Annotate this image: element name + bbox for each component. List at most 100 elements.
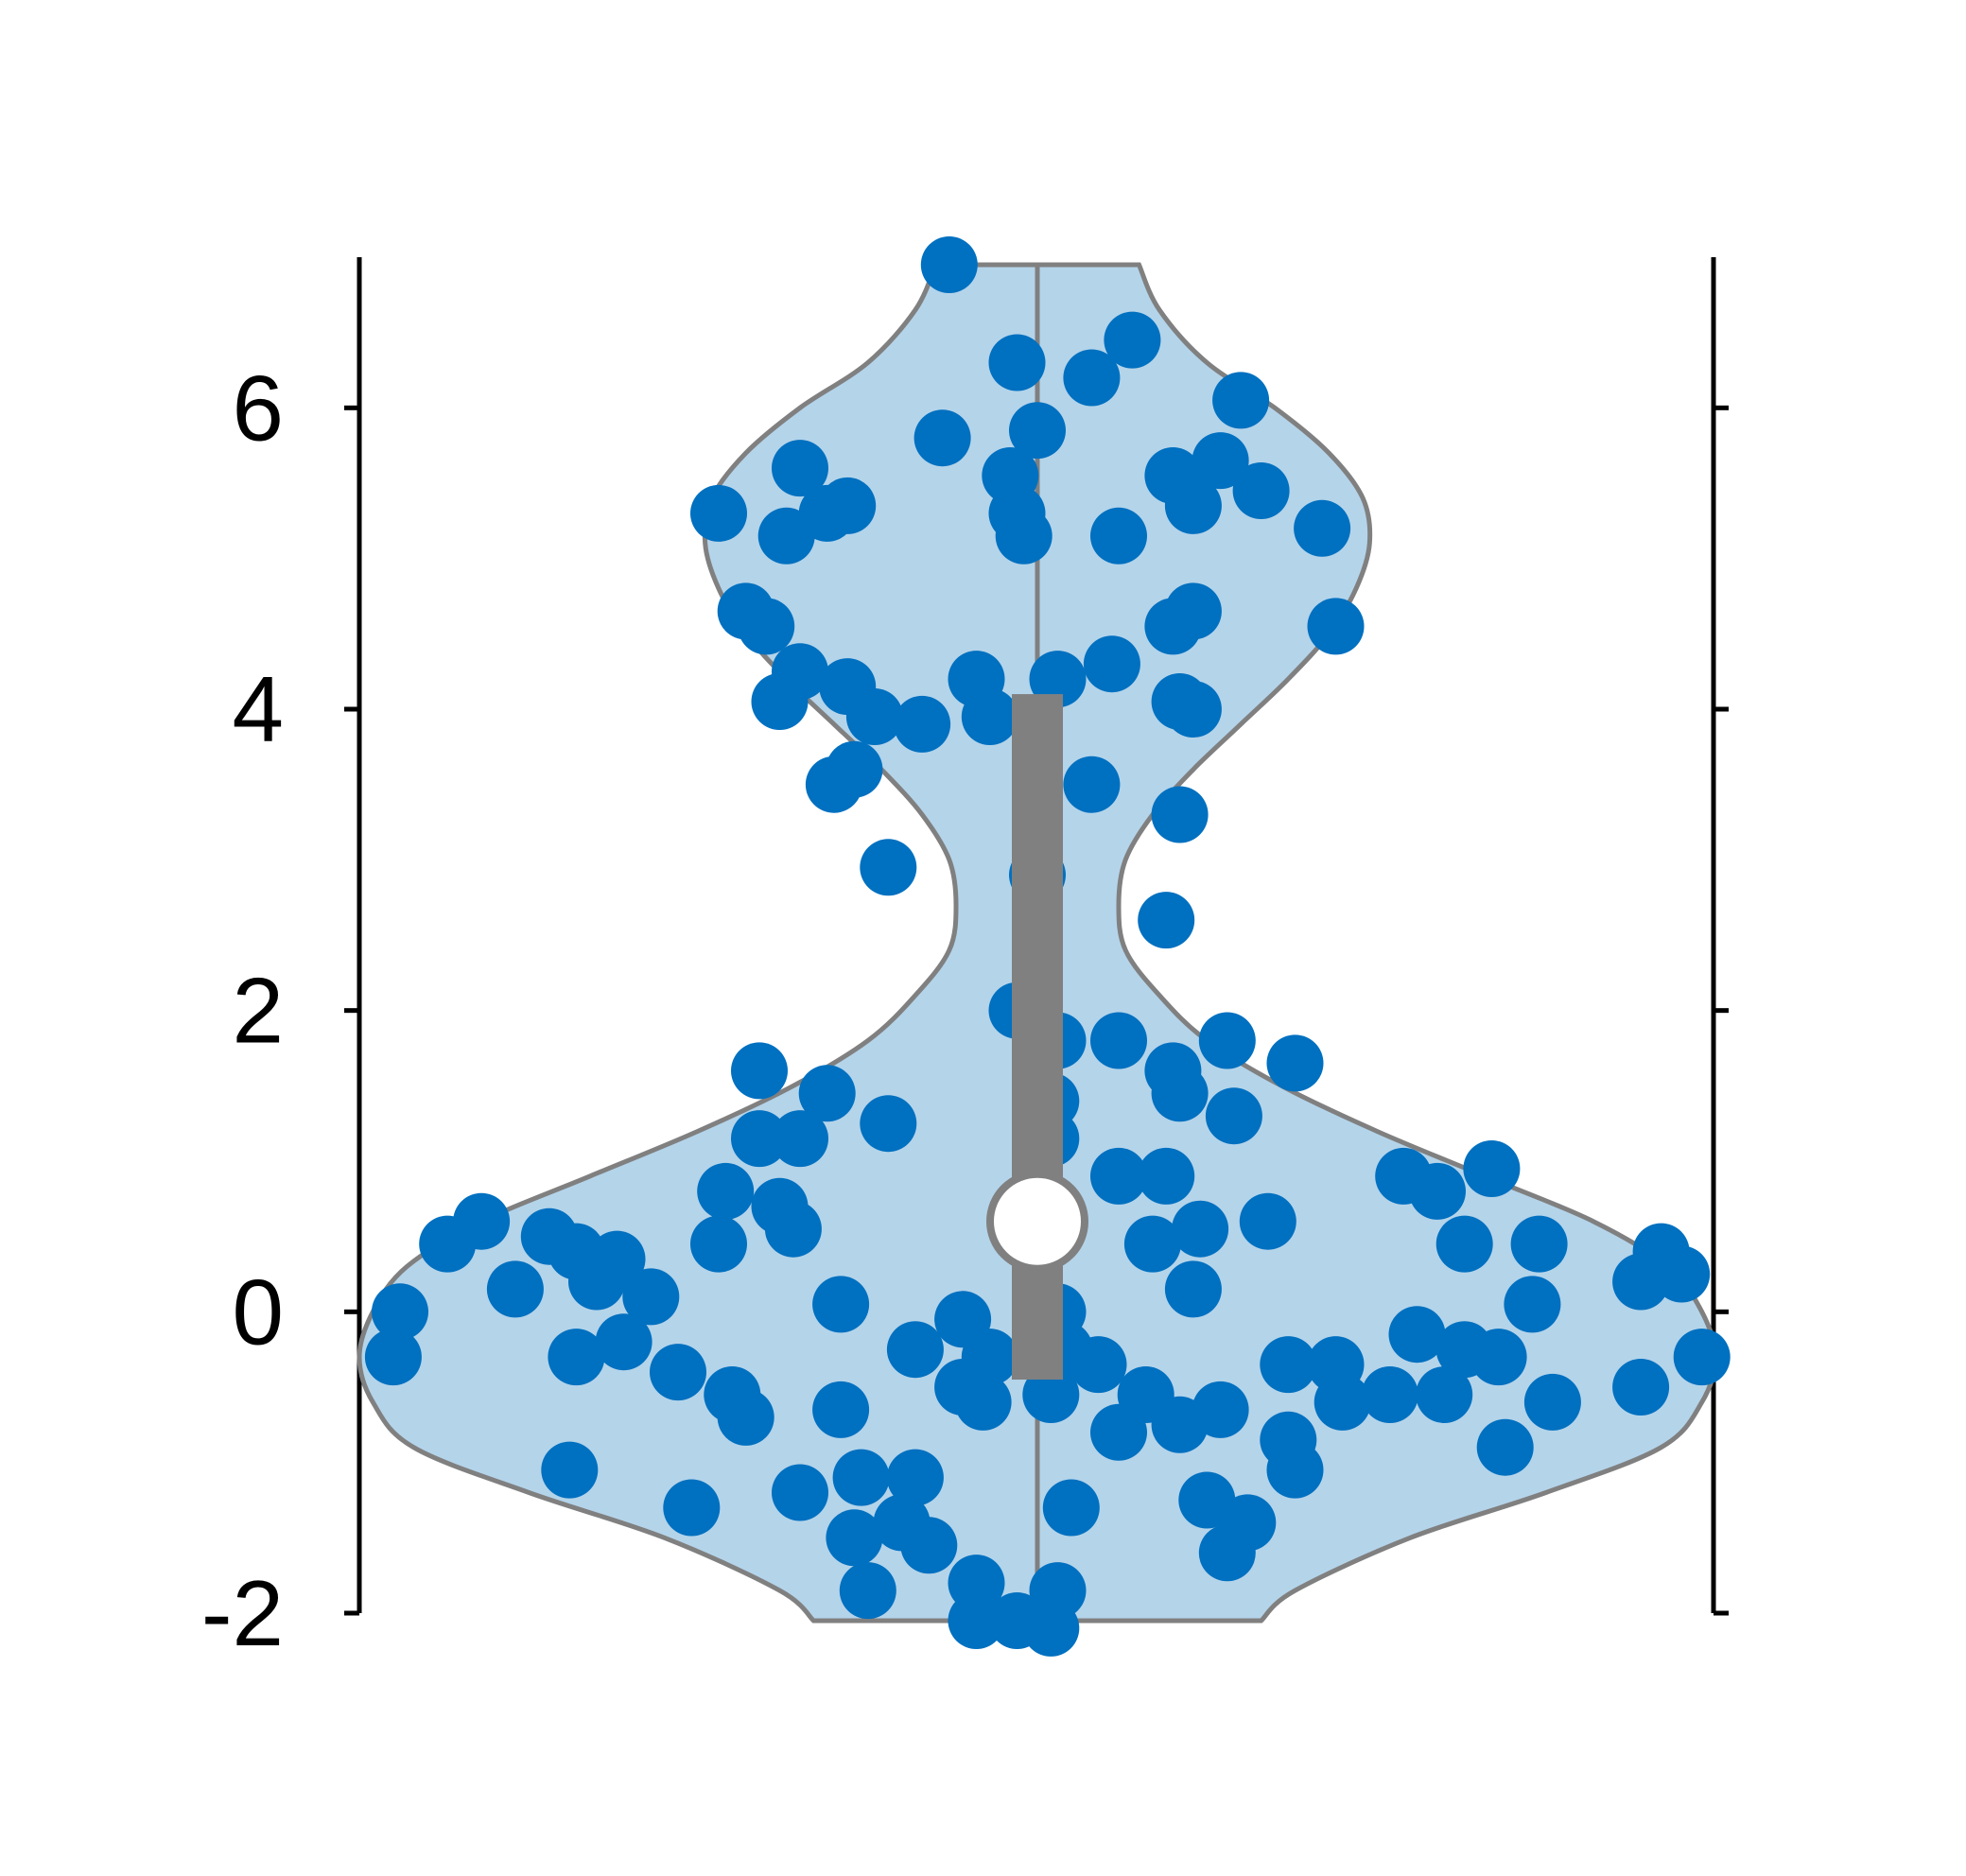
data-point (1198, 1012, 1256, 1069)
data-point (1409, 1162, 1466, 1220)
data-point (1260, 1336, 1317, 1394)
data-point (1172, 1200, 1229, 1258)
data-point (1070, 1336, 1127, 1394)
data-point (995, 507, 1053, 565)
data-point (772, 440, 828, 497)
data-point (894, 695, 951, 753)
data-point (541, 1441, 599, 1499)
data-point (988, 334, 1046, 391)
data-point (364, 1329, 422, 1386)
data-point (772, 643, 828, 701)
data-point (920, 236, 978, 293)
data-point (690, 1215, 747, 1273)
data-point (690, 484, 747, 542)
data-point (886, 1449, 944, 1506)
data-point (1361, 1366, 1418, 1423)
data-point (372, 1283, 428, 1341)
data-point (548, 1329, 605, 1386)
data-point (1151, 1065, 1209, 1122)
data-point (1151, 786, 1209, 843)
data-point (1192, 1381, 1249, 1438)
data-point (886, 1321, 944, 1379)
data-point (1123, 1215, 1181, 1273)
y-tick-label: 2 (232, 959, 284, 1063)
y-tick-label: -2 (201, 1561, 284, 1665)
data-point (1090, 1403, 1147, 1461)
data-point (1205, 1087, 1262, 1145)
data-point (1307, 598, 1365, 655)
data-point (697, 1162, 755, 1220)
data-point (650, 1344, 706, 1401)
data-point (812, 1276, 870, 1333)
data-point (1090, 1012, 1147, 1069)
data-point (798, 1065, 856, 1122)
data-point (1138, 1147, 1195, 1205)
data-point (1435, 1215, 1493, 1273)
data-point (839, 1562, 896, 1620)
median-marker (986, 1170, 1088, 1273)
data-point (731, 1110, 788, 1168)
data-point (1198, 1524, 1256, 1582)
data-point (1063, 349, 1121, 407)
data-point (948, 1592, 1005, 1649)
data-point (1523, 1373, 1581, 1431)
data-point (1042, 1479, 1100, 1537)
data-point (1294, 499, 1351, 557)
data-point (819, 477, 877, 534)
data-point (1612, 1359, 1670, 1416)
iqr-box (1012, 694, 1063, 1381)
data-point (1212, 372, 1270, 429)
data-point (1164, 582, 1222, 640)
y-tick-label: 0 (232, 1259, 284, 1364)
data-point (961, 688, 1018, 745)
data-point (772, 1110, 828, 1168)
data-point (1653, 1245, 1711, 1303)
y-tick-label: 4 (232, 657, 284, 761)
data-point (845, 688, 903, 745)
data-point (860, 1095, 917, 1153)
data-point (805, 756, 862, 813)
data-point (1192, 432, 1249, 490)
data-point (1388, 1306, 1446, 1364)
data-point (1510, 1215, 1568, 1273)
data-point (1164, 681, 1222, 738)
data-point (1470, 1329, 1527, 1386)
data-point (1090, 1147, 1147, 1205)
data-point (1138, 892, 1195, 949)
data-point (1083, 635, 1140, 693)
data-point (1029, 651, 1087, 708)
data-point (772, 1464, 828, 1521)
data-point (717, 1388, 774, 1446)
data-point (1266, 1441, 1324, 1499)
axes: -2 0 2 4 6 (201, 257, 1729, 1665)
data-point (453, 1192, 511, 1250)
data-point (1063, 756, 1121, 813)
data-point (961, 1329, 1018, 1386)
data-point (913, 409, 971, 467)
data-point (826, 1509, 883, 1567)
data-point (860, 839, 917, 896)
data-point (663, 1479, 721, 1537)
data-point (764, 1200, 822, 1258)
data-point (1476, 1418, 1534, 1476)
data-point (1029, 1562, 1087, 1620)
data-point (1232, 462, 1290, 519)
y-tick-label: 6 (232, 356, 284, 460)
data-point (595, 1313, 652, 1371)
data-point (1090, 507, 1147, 565)
data-point (954, 1373, 1012, 1431)
data-point (1314, 1373, 1371, 1431)
data-point (1009, 402, 1066, 460)
data-point (738, 598, 795, 655)
data-point (731, 1042, 788, 1100)
data-point (1463, 1140, 1521, 1197)
data-point (622, 1268, 680, 1326)
data-point (757, 507, 815, 565)
data-point (900, 1517, 958, 1574)
data-point (1673, 1329, 1731, 1386)
data-point (486, 1260, 544, 1318)
data-point (812, 1381, 870, 1438)
data-point (1164, 477, 1222, 534)
data-point (1504, 1276, 1561, 1333)
